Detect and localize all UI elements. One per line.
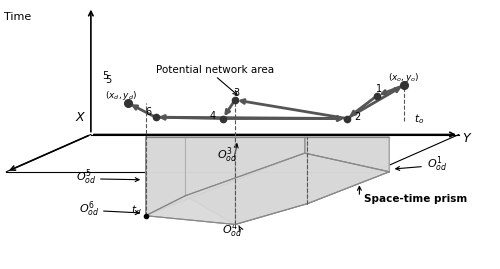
Text: 2: 2 bbox=[354, 112, 360, 122]
Text: 1: 1 bbox=[376, 84, 382, 94]
Polygon shape bbox=[146, 137, 186, 216]
Polygon shape bbox=[186, 137, 235, 225]
Text: 5: 5 bbox=[102, 70, 109, 81]
Polygon shape bbox=[304, 137, 389, 172]
Text: Space-time prism: Space-time prism bbox=[364, 194, 468, 204]
Text: Time: Time bbox=[4, 12, 31, 22]
Text: 6: 6 bbox=[145, 107, 151, 116]
Text: $(x_d, y_d)$: $(x_d, y_d)$ bbox=[104, 89, 136, 102]
Text: $O^6_{od}$: $O^6_{od}$ bbox=[80, 200, 100, 220]
Text: $O^4_{od}$: $O^4_{od}$ bbox=[222, 220, 243, 240]
Text: Potential network area: Potential network area bbox=[156, 65, 274, 75]
Text: $(x_o, y_o)$: $(x_o, y_o)$ bbox=[388, 71, 420, 84]
Text: 4: 4 bbox=[210, 111, 216, 121]
Text: 5: 5 bbox=[105, 75, 112, 84]
Polygon shape bbox=[235, 137, 307, 225]
Text: 3: 3 bbox=[233, 88, 239, 98]
Text: $t_o$: $t_o$ bbox=[414, 112, 424, 126]
Text: Y: Y bbox=[462, 132, 470, 145]
Text: X: X bbox=[76, 111, 84, 124]
Text: $O^3_{od}$: $O^3_{od}$ bbox=[218, 146, 238, 165]
Polygon shape bbox=[146, 137, 304, 216]
Text: $O^5_{od}$: $O^5_{od}$ bbox=[76, 168, 97, 187]
Polygon shape bbox=[146, 153, 389, 225]
Text: $O^1_{od}$: $O^1_{od}$ bbox=[426, 155, 447, 174]
Polygon shape bbox=[307, 137, 389, 204]
Text: $t_d$: $t_d$ bbox=[132, 203, 142, 217]
